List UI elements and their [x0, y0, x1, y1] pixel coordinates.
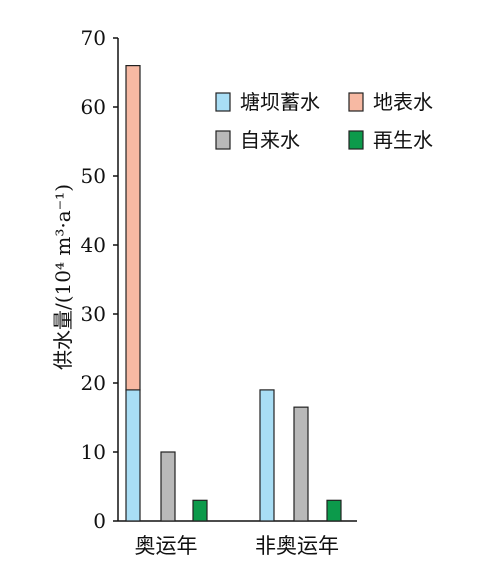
- y-tick-label: 70: [81, 26, 106, 50]
- x-category-label: 非奥运年: [255, 534, 339, 558]
- legend-swatch: [348, 92, 364, 112]
- bar-non-olympic-series-2: [293, 406, 309, 522]
- bar-non-olympic-series-3: [326, 499, 342, 522]
- y-axis-label: 供水量/(10⁴ m³·a⁻¹): [51, 184, 75, 370]
- legend-label: 再生水: [373, 128, 433, 152]
- x-category-label: 奥运年: [135, 534, 198, 558]
- legend-label: 自来水: [240, 128, 300, 152]
- bar-non-olympic-series-0: [259, 389, 275, 522]
- bars: [125, 64, 342, 522]
- y-tick-label: 60: [81, 95, 106, 119]
- bar-olympic-series-1: [125, 64, 141, 391]
- legend-swatch: [348, 130, 364, 150]
- y-tick-label: 50: [81, 164, 106, 188]
- legend-label: 地表水: [373, 90, 433, 114]
- y-tick-label: 0: [93, 509, 106, 533]
- legend-label: 塘坝蓄水: [240, 90, 320, 114]
- y-tick-label: 40: [81, 233, 106, 257]
- y-tick-label: 30: [81, 302, 106, 326]
- legend-swatch: [215, 92, 231, 112]
- bar-olympic-series-0: [125, 389, 141, 522]
- x-category-labels: 奥运年 非奥运年: [135, 534, 340, 558]
- y-tick-label: 10: [81, 440, 106, 464]
- bar-olympic-series-2: [160, 451, 176, 522]
- bar-olympic-series-3: [192, 499, 208, 522]
- legend-swatch: [215, 130, 231, 150]
- y-tick-label: 20: [81, 371, 106, 395]
- y-ticks: 0 10 20 30 40 50 60 70: [81, 26, 118, 533]
